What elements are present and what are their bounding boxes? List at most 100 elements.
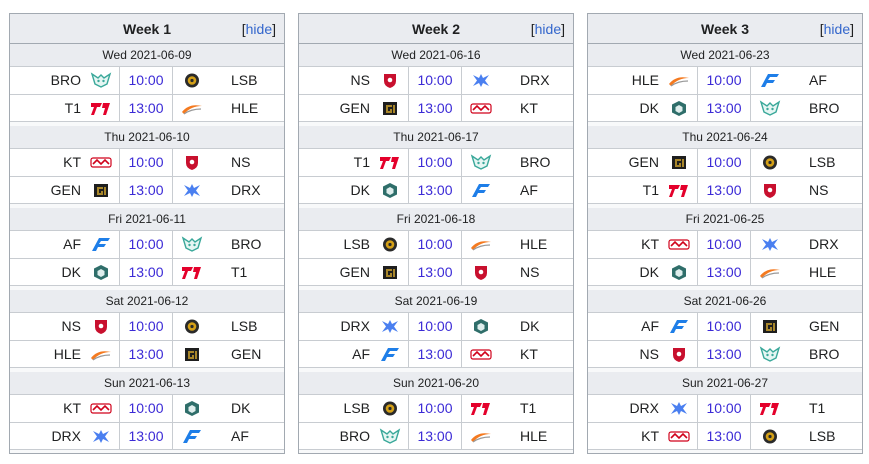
drx-star-logo-icon[interactable] [90,428,112,445]
t1-logo-icon[interactable] [470,400,492,417]
team1-name[interactable]: AF [641,318,659,334]
team1-name[interactable]: LSB [343,236,370,252]
damwon-hex-logo-icon[interactable] [379,182,401,199]
team2-name[interactable]: DRX [231,182,261,198]
team1-name[interactable]: HLE [53,346,81,362]
sandbox-ball-logo-icon[interactable] [181,318,203,335]
team2-name[interactable]: HLE [520,428,548,444]
team1-name[interactable]: DK [639,100,659,116]
afreeca-logo-icon[interactable] [759,72,781,89]
damwon-hex-logo-icon[interactable] [90,264,112,281]
kt-rolster-logo-icon[interactable] [90,154,112,171]
hanwha-swoosh-logo-icon[interactable] [759,264,781,281]
team2-name[interactable]: T1 [231,264,248,280]
drx-star-logo-icon[interactable] [379,318,401,335]
team1-name[interactable]: AF [63,236,81,252]
sandbox-ball-logo-icon[interactable] [759,154,781,171]
hanwha-swoosh-logo-icon[interactable] [470,236,492,253]
team2-name[interactable]: BRO [231,236,262,252]
hide-link[interactable]: hide [534,21,562,37]
drx-star-logo-icon[interactable] [668,400,690,417]
team1-name[interactable]: KT [641,428,659,444]
gen-g-logo-icon[interactable] [379,100,401,117]
t1-logo-icon[interactable] [759,400,781,417]
team1-name[interactable]: DK [61,264,81,280]
team2-name[interactable]: HLE [231,100,259,116]
t1-logo-icon[interactable] [90,100,112,117]
wolf-logo-icon[interactable] [181,236,203,253]
sandbox-ball-logo-icon[interactable] [181,72,203,89]
team1-name[interactable]: GEN [339,264,370,280]
gen-g-logo-icon[interactable] [181,346,203,363]
kt-rolster-logo-icon[interactable] [470,100,492,117]
damwon-hex-logo-icon[interactable] [470,318,492,335]
wolf-logo-icon[interactable] [379,428,401,445]
team1-name[interactable]: KT [63,154,81,170]
team2-name[interactable]: DRX [809,236,839,252]
gen-g-logo-icon[interactable] [759,318,781,335]
gen-g-logo-icon[interactable] [668,154,690,171]
team2-name[interactable]: BRO [809,100,840,116]
afreeca-logo-icon[interactable] [470,182,492,199]
afreeca-logo-icon[interactable] [181,428,203,445]
team1-name[interactable]: LSB [343,400,370,416]
team1-name[interactable]: GEN [339,100,370,116]
team1-name[interactable]: DRX [629,400,659,416]
hanwha-swoosh-logo-icon[interactable] [181,100,203,117]
team2-name[interactable]: HLE [520,236,548,252]
team2-name[interactable]: LSB [809,428,836,444]
team2-name[interactable]: AF [231,428,249,444]
team1-name[interactable]: AF [352,346,370,362]
sandbox-ball-logo-icon[interactable] [759,428,781,445]
team1-name[interactable]: DRX [340,318,370,334]
nongshim-shield-logo-icon[interactable] [90,318,112,335]
team1-name[interactable]: GEN [50,182,81,198]
gen-g-logo-icon[interactable] [379,264,401,281]
team1-name[interactable]: KT [641,236,659,252]
wolf-logo-icon[interactable] [759,346,781,363]
team2-name[interactable]: DK [520,318,540,334]
afreeca-logo-icon[interactable] [668,318,690,335]
sandbox-ball-logo-icon[interactable] [379,236,401,253]
wolf-logo-icon[interactable] [470,154,492,171]
t1-logo-icon[interactable] [181,264,203,281]
hanwha-swoosh-logo-icon[interactable] [470,428,492,445]
afreeca-logo-icon[interactable] [379,346,401,363]
drx-star-logo-icon[interactable] [181,182,203,199]
team1-name[interactable]: BRO [339,428,370,444]
hanwha-swoosh-logo-icon[interactable] [668,72,690,89]
team1-name[interactable]: NS [639,346,659,362]
team2-name[interactable]: T1 [809,400,826,416]
gen-g-logo-icon[interactable] [90,182,112,199]
damwon-hex-logo-icon[interactable] [668,264,690,281]
team2-name[interactable]: KT [520,100,538,116]
team1-name[interactable]: NS [61,318,81,334]
team1-name[interactable]: T1 [64,100,81,116]
team2-name[interactable]: DK [231,400,251,416]
team2-name[interactable]: NS [231,154,251,170]
team2-name[interactable]: NS [809,182,829,198]
kt-rolster-logo-icon[interactable] [668,236,690,253]
team2-name[interactable]: LSB [231,318,258,334]
kt-rolster-logo-icon[interactable] [470,346,492,363]
team2-name[interactable]: LSB [231,72,258,88]
team2-name[interactable]: DRX [520,72,550,88]
team2-name[interactable]: AF [809,72,827,88]
team2-name[interactable]: BRO [809,346,840,362]
team2-name[interactable]: KT [520,346,538,362]
hanwha-swoosh-logo-icon[interactable] [90,346,112,363]
team1-name[interactable]: DK [350,182,370,198]
damwon-hex-logo-icon[interactable] [668,100,690,117]
nongshim-shield-logo-icon[interactable] [759,182,781,199]
team2-name[interactable]: GEN [809,318,840,334]
team1-name[interactable]: NS [350,72,370,88]
wolf-logo-icon[interactable] [759,100,781,117]
team1-name[interactable]: DK [639,264,659,280]
nongshim-shield-logo-icon[interactable] [181,154,203,171]
t1-logo-icon[interactable] [379,154,401,171]
drx-star-logo-icon[interactable] [470,72,492,89]
team1-name[interactable]: BRO [50,72,81,88]
team2-name[interactable]: NS [520,264,540,280]
nongshim-shield-logo-icon[interactable] [470,264,492,281]
team2-name[interactable]: HLE [809,264,837,280]
